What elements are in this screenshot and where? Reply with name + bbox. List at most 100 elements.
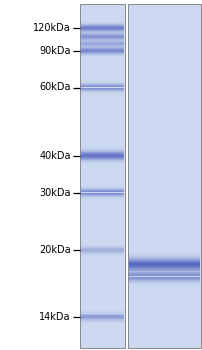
Bar [129, 266, 200, 267]
Bar [81, 45, 124, 46]
Bar [81, 53, 124, 54]
Bar [81, 160, 124, 161]
Bar [81, 94, 124, 95]
Bar [129, 267, 200, 268]
Bar [81, 148, 124, 149]
Bar [81, 257, 124, 258]
Bar [129, 262, 200, 263]
Bar [81, 155, 124, 156]
Bar [129, 263, 200, 264]
Bar [81, 150, 124, 151]
Bar [129, 281, 200, 282]
Bar [81, 151, 124, 152]
Bar [129, 266, 200, 267]
Bar [129, 287, 200, 288]
Bar [81, 199, 124, 200]
Bar [81, 55, 124, 56]
Bar [81, 310, 124, 311]
Bar [129, 258, 200, 259]
Bar [81, 32, 124, 33]
Bar [81, 324, 124, 325]
Bar [81, 48, 124, 49]
Bar [81, 252, 124, 253]
Bar [81, 184, 124, 185]
Bar [81, 29, 124, 30]
Bar [81, 323, 124, 324]
Bar [81, 21, 124, 22]
Bar [129, 273, 200, 274]
Bar [81, 79, 124, 80]
Bar [81, 42, 124, 43]
Bar [81, 31, 124, 32]
Bar [129, 274, 200, 275]
Bar [129, 271, 200, 272]
Bar [129, 270, 200, 271]
Bar [81, 158, 124, 159]
Bar [81, 34, 124, 35]
Bar [81, 92, 124, 93]
Bar [129, 284, 200, 285]
Bar [81, 81, 124, 82]
Bar [81, 93, 124, 94]
Bar [81, 47, 124, 48]
Bar [129, 265, 200, 266]
Bar [129, 286, 200, 287]
Bar [129, 269, 200, 270]
Text: 120kDa: 120kDa [33, 23, 71, 33]
Bar [129, 271, 200, 272]
Text: 30kDa: 30kDa [39, 188, 71, 197]
Bar [81, 246, 124, 247]
Bar [129, 259, 200, 260]
Bar [81, 29, 124, 30]
Bar [81, 44, 124, 45]
Bar [81, 249, 124, 250]
Bar [81, 37, 124, 38]
Bar [81, 190, 124, 191]
Bar [129, 285, 200, 286]
Bar [81, 161, 124, 162]
Bar [129, 260, 200, 261]
Bar [81, 147, 124, 148]
Bar [81, 39, 124, 40]
Bar [129, 273, 200, 274]
Bar [81, 243, 124, 244]
Bar [81, 186, 124, 187]
Text: 20kDa: 20kDa [39, 245, 71, 255]
Bar [81, 43, 124, 44]
Bar [129, 277, 200, 278]
Bar [129, 269, 200, 270]
Bar [81, 316, 124, 317]
Bar [129, 268, 200, 269]
Bar [81, 40, 124, 41]
Text: 90kDa: 90kDa [39, 46, 71, 56]
Bar [81, 200, 124, 201]
Bar [81, 320, 124, 321]
Bar [81, 35, 124, 36]
Bar [81, 35, 124, 36]
Bar [81, 42, 124, 43]
Bar [81, 24, 124, 25]
Bar [81, 153, 124, 154]
Bar [81, 253, 124, 254]
Bar [81, 193, 124, 194]
Bar [129, 251, 200, 252]
Bar [81, 154, 124, 155]
Bar [81, 95, 124, 96]
Bar [81, 80, 124, 81]
Bar [81, 191, 124, 192]
Bar [81, 86, 124, 87]
Bar [129, 276, 200, 277]
Bar [129, 272, 200, 273]
Bar [129, 279, 200, 280]
Bar [81, 30, 124, 31]
Bar [129, 275, 200, 276]
Bar [81, 149, 124, 150]
Bar [81, 41, 124, 42]
Bar [81, 50, 124, 51]
Bar [81, 45, 124, 46]
Bar [81, 39, 124, 40]
Bar [129, 267, 200, 268]
Bar [81, 44, 124, 45]
Bar [81, 185, 124, 186]
Bar [81, 28, 124, 29]
